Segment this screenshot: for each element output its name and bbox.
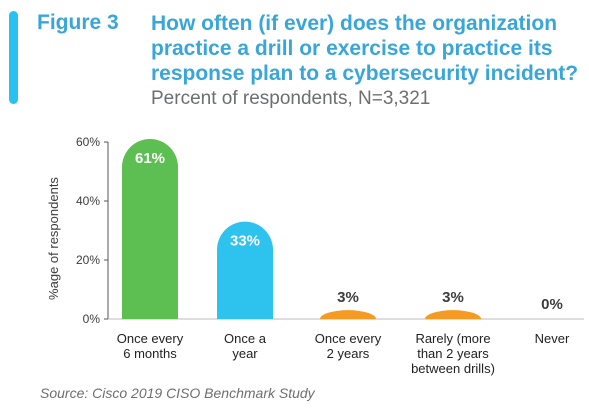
y-tick-label: 0%	[83, 312, 101, 326]
data-label: 3%	[337, 289, 359, 306]
accent-bar	[9, 11, 18, 104]
chart-subtitle: Percent of respondents, N=3,321	[151, 88, 431, 109]
chart-title: How often (if ever) does the organizatio…	[151, 12, 579, 85]
bar	[425, 310, 481, 319]
category-label: Once a year	[224, 331, 266, 361]
figure-label: Figure 3	[37, 11, 119, 34]
category-label: Once every 2 years	[314, 331, 382, 361]
category-label: Rarely (more than 2 years between drills)	[411, 331, 495, 376]
bar	[122, 139, 178, 319]
y-tick-label: 40%	[76, 194, 100, 208]
y-tick-label: 20%	[76, 253, 100, 267]
data-label: 61%	[135, 150, 165, 167]
category-label: Never	[534, 331, 570, 346]
bar	[217, 221, 273, 319]
data-label: 0%	[541, 296, 563, 313]
source-note: Source: Cisco 2019 CISO Benchmark Study	[40, 385, 315, 401]
data-label: 33%	[230, 233, 260, 250]
data-label: 3%	[442, 289, 464, 306]
y-axis-title: %age of respondents	[46, 177, 61, 300]
y-tick-label: 60%	[76, 135, 100, 149]
bar	[320, 310, 376, 319]
category-label: Once every 6 months	[116, 331, 184, 361]
